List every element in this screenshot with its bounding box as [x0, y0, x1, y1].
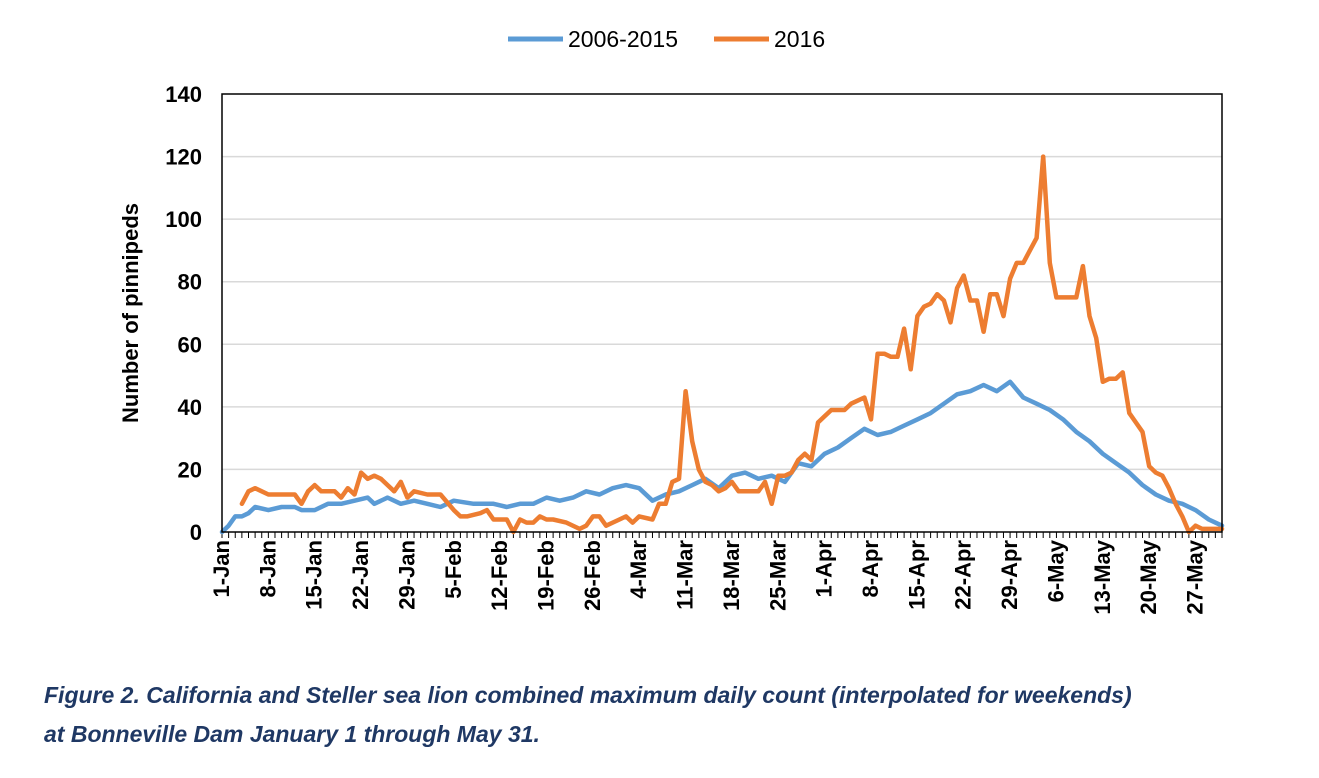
- x-tick-label: 20-May: [1136, 539, 1161, 614]
- y-axis-label: Number of pinnipeds: [118, 203, 143, 423]
- x-tick-label: 1-Jan: [209, 540, 234, 597]
- y-tick-label: 0: [190, 520, 202, 545]
- gridlines: [222, 155, 1222, 471]
- legend-label: 2016: [774, 26, 825, 52]
- x-tick-label: 13-May: [1090, 539, 1115, 614]
- x-tick-label: 1-Apr: [812, 540, 837, 598]
- legend: 2006-2015 2016: [508, 26, 825, 52]
- series-line-2006-2015: [219, 379, 1225, 535]
- series-group: [219, 154, 1225, 535]
- x-tick-label: 8-Jan: [255, 540, 280, 597]
- series-line-2016: [239, 154, 1225, 535]
- y-tick-label: 20: [178, 457, 202, 482]
- caption-line-2: at Bonneville Dam January 1 through May …: [44, 721, 540, 747]
- y-tick-label: 40: [178, 395, 202, 420]
- x-axis: 1-Jan 8-Jan 15-Jan 22-Jan 29-Jan 5-Feb 12-Feb 1…: [209, 532, 1223, 615]
- x-tick-label: 15-Apr: [904, 540, 929, 610]
- y-tick-label: 80: [178, 270, 202, 295]
- figure-caption: Figure 2. California and Steller sea lio…: [44, 676, 1294, 754]
- legend-label: 2006-2015: [568, 26, 678, 52]
- line-chart: 2006-2015 2016 0 20 40 60 80 100 120 140 1-Jan 8-…: [118, 26, 1225, 615]
- y-axis: 0 20 40 60 80 100 120 140: [165, 82, 202, 545]
- y-tick-label: 120: [165, 145, 202, 170]
- x-tick-label: 8-Apr: [858, 540, 883, 598]
- x-tick-label: 4-Mar: [626, 540, 651, 599]
- x-tick-label: 22-Apr: [951, 540, 976, 610]
- caption-line-1: Figure 2. California and Steller sea lio…: [44, 682, 1132, 708]
- y-tick-label: 140: [165, 82, 202, 107]
- x-tick-label: 22-Jan: [348, 540, 373, 610]
- x-tick-label: 6-May: [1043, 539, 1068, 602]
- x-tick-label: 5-Feb: [441, 540, 466, 599]
- x-tick-label: 18-Mar: [719, 540, 744, 611]
- y-tick-label: 100: [165, 207, 202, 232]
- x-tick-label: 29-Apr: [997, 540, 1022, 610]
- x-tick-label: 11-Mar: [673, 540, 698, 610]
- x-tick-label: 29-Jan: [394, 540, 419, 610]
- x-tick-label: 27-May: [1183, 539, 1208, 614]
- plot-frame: [221, 93, 1223, 533]
- x-tick-label: 12-Feb: [487, 540, 512, 611]
- x-tick-label: 25-Mar: [765, 540, 790, 611]
- x-tick-label: 19-Feb: [534, 540, 559, 611]
- x-tick-label: 15-Jan: [302, 540, 327, 610]
- x-tick-label: 26-Feb: [580, 540, 605, 611]
- y-tick-label: 60: [178, 332, 202, 357]
